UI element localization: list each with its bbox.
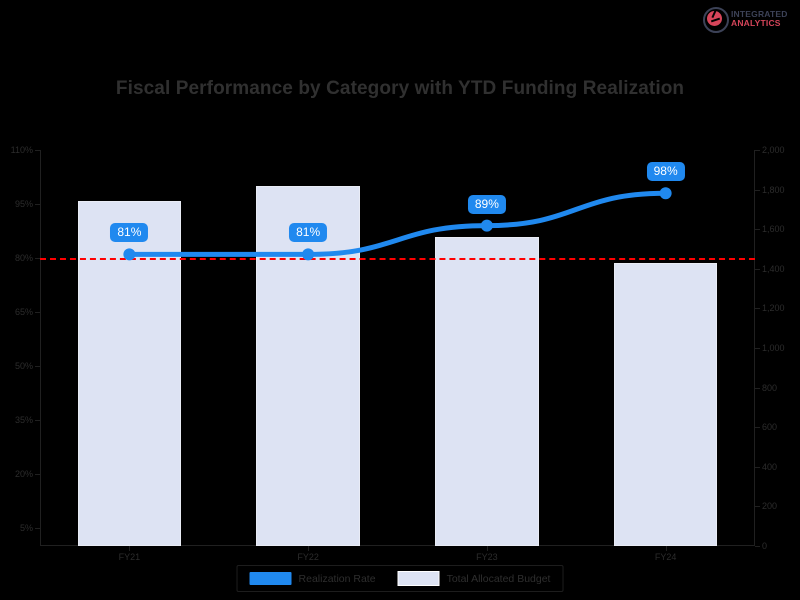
plot-area: 110% 95% 80% 65% 50% 35% 20% 5% 2,000 1,800 1,600… <box>11 145 785 562</box>
legend-item-bar[interactable]: Total Allocated Budget <box>397 571 551 586</box>
line-marker[interactable] <box>480 219 493 232</box>
legend-item-line[interactable]: Realization Rate <box>249 572 376 585</box>
bottom-axis-line <box>40 545 755 546</box>
right-tick-label: 2,000 <box>762 145 785 155</box>
bar[interactable] <box>613 262 718 546</box>
right-tick-label: 0 <box>762 541 768 551</box>
left-tick-label: 50% <box>14 361 33 371</box>
line-series <box>123 187 672 261</box>
logo-emblem-icon <box>702 6 729 33</box>
right-tick-label: 600 <box>762 422 778 433</box>
right-tick-mark <box>755 466 760 468</box>
left-tick-mark <box>35 420 40 421</box>
company-logo: INTEGRATED ANALYTICS <box>702 4 792 34</box>
left-tick-mark <box>35 474 40 475</box>
left-tick-mark <box>35 258 40 259</box>
left-tick-mark <box>35 366 40 367</box>
x-tick-mark <box>129 546 131 551</box>
right-tick-label: 1,800 <box>762 184 785 195</box>
left-tick-label: 110% <box>10 145 33 155</box>
right-tick-mark <box>755 268 760 270</box>
right-axis-line <box>754 150 755 546</box>
left-tick-mark <box>35 528 40 529</box>
line-marker[interactable] <box>302 248 315 261</box>
line-marker[interactable] <box>123 248 136 261</box>
data-label: 81% <box>110 223 149 243</box>
left-tick-label: 65% <box>14 307 33 317</box>
right-tick-mark <box>755 308 760 310</box>
x-tick-mark <box>665 546 667 551</box>
x-axis-label: FY22 <box>297 552 319 562</box>
right-tick-mark <box>755 348 760 349</box>
right-tick-mark <box>755 427 760 429</box>
right-tick-label: 1,000 <box>762 343 785 353</box>
legend-swatch-line-icon <box>249 572 292 585</box>
bar[interactable] <box>256 185 360 546</box>
right-tick-label: 1,200 <box>762 303 785 314</box>
right-tick-label: 1,400 <box>762 263 785 274</box>
logo-wordmark: INTEGRATED ANALYTICS <box>731 10 788 28</box>
right-tick-label: 800 <box>762 382 778 393</box>
x-axis-label: FY21 <box>118 552 141 562</box>
right-tick-mark <box>755 387 760 389</box>
right-tick-mark <box>755 189 760 191</box>
x-axis-label: FY23 <box>476 552 498 562</box>
right-tick-mark <box>755 150 760 151</box>
right-tick-mark <box>755 546 760 547</box>
line-path <box>126 190 669 257</box>
data-label: 89% <box>467 194 506 214</box>
right-tick-label: 1,600 <box>762 224 785 235</box>
left-tick-mark <box>35 312 40 313</box>
right-tick-label: 400 <box>762 461 778 472</box>
legend-label-line: Realization Rate <box>298 572 376 585</box>
logo-line-2: ANALYTICS <box>731 18 781 28</box>
left-tick-mark <box>35 150 40 151</box>
right-tick-label: 200 <box>762 501 778 512</box>
x-tick-mark <box>486 546 488 551</box>
left-tick-label: 5% <box>19 523 33 533</box>
left-axis-line <box>40 150 41 546</box>
x-tick-mark <box>308 546 310 551</box>
line-marker[interactable] <box>659 187 672 200</box>
right-tick-mark <box>755 229 760 231</box>
data-label: 98% <box>646 162 685 182</box>
target-reference-line <box>40 258 755 260</box>
legend-label-bar: Total Allocated Budget <box>446 572 551 585</box>
chart-legend: Realization Rate Total Allocated Budget <box>236 565 564 592</box>
data-label: 81% <box>289 223 328 243</box>
chart-title: Fiscal Performance by Category with YTD … <box>115 78 685 99</box>
legend-swatch-bar-icon <box>397 571 440 586</box>
bar[interactable] <box>435 237 539 546</box>
left-tick-label: 95% <box>14 199 33 209</box>
logo-line-1: INTEGRATED <box>731 9 788 20</box>
left-tick-label: 80% <box>14 253 33 263</box>
x-axis-label: FY24 <box>654 552 677 562</box>
right-tick-mark <box>755 506 760 508</box>
left-tick-label: 20% <box>14 469 33 479</box>
left-tick-label: 35% <box>14 415 33 425</box>
left-tick-mark <box>35 204 40 205</box>
